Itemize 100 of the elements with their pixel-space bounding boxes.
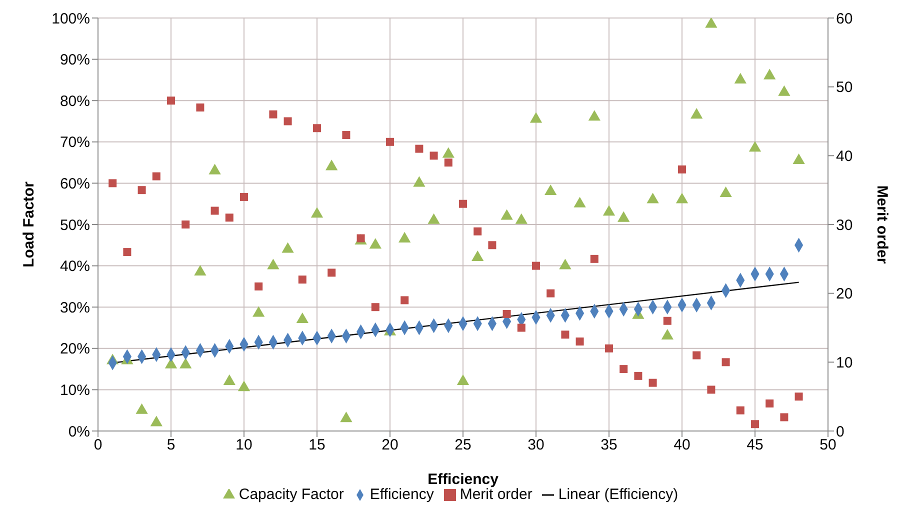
x-tick-label: 25 <box>454 436 472 454</box>
point <box>284 117 292 126</box>
point <box>123 248 132 256</box>
y2-axis-title: Merit order <box>874 185 891 264</box>
point <box>267 258 280 270</box>
point <box>369 238 382 249</box>
point <box>690 108 703 119</box>
y2-tick-label: 10 <box>836 354 853 372</box>
y-tick-label: 50% <box>60 216 90 234</box>
y-tick-label: 10% <box>60 382 90 400</box>
point <box>678 165 686 174</box>
point <box>459 200 467 208</box>
x-tick-label: 15 <box>308 436 326 454</box>
point <box>748 141 762 152</box>
x-tick-label: 40 <box>674 436 690 454</box>
point <box>386 138 394 146</box>
point <box>502 310 511 318</box>
y-axis-title: Load Factor <box>20 181 38 268</box>
point <box>442 147 454 158</box>
legend-label: Merit order <box>460 486 532 503</box>
point <box>400 296 409 304</box>
x-tick-label: 30 <box>528 436 544 454</box>
y-tick-label: 20% <box>60 340 90 358</box>
x-tick-label: 35 <box>600 436 618 454</box>
y2-tick-label: 60 <box>836 10 853 28</box>
point <box>634 372 642 380</box>
y2-tick-label: 30 <box>836 216 853 234</box>
y-tick-label: 0% <box>68 423 90 440</box>
point <box>544 184 557 195</box>
y-tick-label: 100% <box>52 10 90 28</box>
point <box>254 282 263 290</box>
point <box>792 153 805 164</box>
point <box>328 268 336 277</box>
point <box>707 386 716 394</box>
point <box>282 242 294 253</box>
point <box>778 85 790 96</box>
point <box>326 160 338 170</box>
point <box>590 254 598 263</box>
point <box>428 213 440 224</box>
point <box>618 211 630 222</box>
point <box>692 351 701 360</box>
y-tick-label: 40% <box>60 258 90 276</box>
point <box>472 250 484 262</box>
y-tick-label: 60% <box>60 176 90 193</box>
point <box>576 338 584 346</box>
y2-tick-label: 20 <box>836 286 853 303</box>
point <box>663 316 672 325</box>
point <box>298 276 306 284</box>
point <box>720 186 732 198</box>
y2-tick-label: 40 <box>836 148 853 165</box>
x-tick-label: 0 <box>94 436 102 454</box>
point <box>676 192 688 204</box>
point <box>734 72 746 84</box>
point <box>559 258 572 270</box>
legend-label: Efficiency <box>370 486 434 503</box>
point <box>546 289 555 298</box>
point <box>532 262 540 270</box>
y-tick-label: 80% <box>60 92 90 110</box>
point <box>794 392 803 401</box>
point <box>430 152 438 160</box>
point <box>605 344 613 352</box>
point <box>766 399 774 408</box>
point <box>444 158 452 167</box>
point <box>646 192 659 204</box>
legend-label: Capacity Factor <box>238 486 344 503</box>
point <box>736 406 744 414</box>
point <box>196 103 204 112</box>
point <box>398 232 411 242</box>
point <box>620 365 628 374</box>
y-tick-label: 70% <box>60 134 90 152</box>
point <box>208 164 221 174</box>
x-tick-label: 10 <box>236 436 252 454</box>
point <box>152 172 160 180</box>
point <box>225 214 234 222</box>
point <box>722 358 730 366</box>
point <box>269 110 278 118</box>
point <box>488 241 496 250</box>
point <box>342 131 350 140</box>
point <box>313 124 321 132</box>
point <box>182 220 190 228</box>
x-tick-label: 50 <box>820 436 836 454</box>
x-tick-label: 20 <box>382 436 398 454</box>
y2-tick-label: 0 <box>836 423 844 440</box>
point <box>194 264 206 276</box>
point <box>474 227 482 236</box>
x-tick-label: 45 <box>746 436 764 454</box>
y-tick-label: 30% <box>60 299 90 316</box>
point <box>210 206 219 215</box>
point <box>602 205 616 216</box>
point <box>561 330 570 339</box>
x-tick-label: 5 <box>166 436 176 454</box>
point <box>413 176 426 187</box>
point <box>138 186 146 194</box>
point <box>517 324 526 332</box>
point <box>500 209 513 220</box>
point <box>310 207 324 218</box>
point <box>240 192 248 201</box>
point <box>371 303 380 312</box>
y2-tick-label: 50 <box>836 79 853 96</box>
point <box>415 144 424 153</box>
